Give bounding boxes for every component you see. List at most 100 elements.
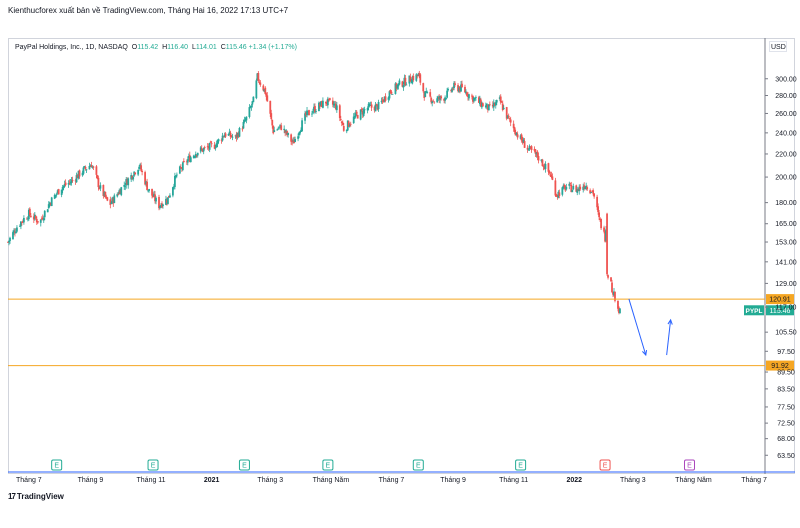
- candle-body: [89, 165, 92, 167]
- candle-body: [363, 109, 366, 111]
- candle-body: [355, 111, 358, 114]
- symbol-tag-label: PYPL: [746, 308, 763, 315]
- candle-body: [203, 146, 206, 148]
- candle-body: [361, 110, 364, 115]
- close-label: C: [220, 44, 226, 51]
- candle-body: [248, 107, 251, 117]
- candle-body: [125, 179, 128, 186]
- candle-body: [134, 172, 137, 175]
- candle-body: [516, 134, 519, 138]
- candle-body: [508, 118, 511, 120]
- candle-body: [394, 83, 397, 94]
- levels-layer: 120.91 91.92 PYPL 115.46: [8, 294, 794, 371]
- earnings-marker-label: E: [687, 463, 692, 470]
- candle-body: [250, 105, 253, 108]
- candle-body: [19, 225, 21, 227]
- candle-body: [477, 97, 480, 103]
- level-price-label: 120.91: [769, 297, 791, 304]
- candle-body: [266, 95, 269, 102]
- candle-body: [396, 85, 399, 89]
- candle-body: [265, 93, 268, 97]
- candle-body: [162, 204, 164, 207]
- low-label: L: [191, 44, 196, 51]
- candle-body: [382, 100, 385, 103]
- candle-body: [278, 126, 281, 128]
- candle-body: [284, 130, 287, 133]
- candle-body: [85, 169, 88, 171]
- candle-body: [376, 104, 379, 110]
- candle-body: [570, 184, 573, 193]
- candle-body: [381, 99, 384, 101]
- candle-body: [298, 132, 300, 135]
- candle-body: [340, 121, 343, 124]
- candle-body: [7, 241, 9, 243]
- candle-body: [464, 86, 466, 93]
- tradingview-logo-text: TradingView: [16, 492, 64, 501]
- candle-body: [69, 182, 72, 184]
- candle-body: [534, 149, 537, 154]
- high-label: H: [162, 44, 168, 51]
- candle-body: [221, 135, 224, 141]
- candle-body: [617, 300, 619, 309]
- candle-body: [433, 101, 436, 103]
- candle-body: [354, 112, 357, 117]
- candle-body: [419, 74, 422, 83]
- candle-body: [593, 193, 596, 197]
- candle-body: [614, 291, 616, 301]
- time-tick-label: 2021: [204, 477, 220, 484]
- candle-body: [362, 109, 365, 116]
- candle-body: [57, 189, 60, 195]
- candle-body: [209, 141, 212, 143]
- earnings-marker-label: E: [518, 463, 523, 470]
- candle-body: [34, 216, 37, 219]
- candle-body: [145, 181, 147, 184]
- candle-body: [25, 218, 28, 220]
- candle-body: [458, 87, 460, 92]
- candle-body: [618, 307, 620, 313]
- candle-body: [447, 89, 449, 91]
- candle-body: [373, 106, 376, 111]
- candle-body: [395, 83, 398, 89]
- candle-body: [82, 167, 85, 174]
- candle-body: [119, 190, 122, 194]
- candle-body: [332, 104, 335, 106]
- currency-selector[interactable]: [769, 41, 787, 52]
- candle-body: [425, 91, 428, 92]
- candle-body: [173, 186, 175, 188]
- price-tick-label: 83.50: [777, 386, 795, 393]
- candle-body: [270, 113, 273, 120]
- candle-body: [137, 169, 140, 175]
- candle-body: [169, 195, 171, 198]
- candle-body: [605, 229, 607, 241]
- candle-body: [229, 132, 232, 137]
- candle-body: [565, 186, 568, 190]
- candle-body: [411, 77, 414, 84]
- time-tick-label: Tháng 7: [379, 477, 405, 484]
- candle-body: [597, 206, 600, 212]
- candle-body: [67, 183, 70, 185]
- candle-body: [506, 115, 509, 118]
- symbol-tag: [744, 305, 764, 316]
- candle-body: [33, 214, 36, 219]
- time-tick-label: Tháng 11: [137, 477, 166, 484]
- candle-body: [334, 104, 337, 110]
- candle-body: [327, 98, 330, 100]
- close-value: 115.46: [225, 44, 247, 51]
- candle-body: [415, 74, 418, 81]
- candle-body: [347, 121, 350, 127]
- earnings-marker-label: E: [326, 463, 331, 470]
- candle-body: [227, 134, 230, 136]
- candle-body: [603, 227, 605, 232]
- candle-body: [563, 185, 566, 187]
- earnings-marker-label: E: [54, 463, 59, 470]
- tradingview-logo[interactable]: 17 TradingView: [8, 492, 64, 501]
- candle-body: [318, 102, 320, 112]
- candle-body: [213, 144, 216, 149]
- candle-body: [554, 180, 557, 196]
- candle-body: [104, 191, 107, 198]
- candle-body: [440, 96, 443, 99]
- candle-body: [453, 82, 455, 89]
- candle-body: [577, 189, 580, 191]
- candle-body: [548, 170, 551, 174]
